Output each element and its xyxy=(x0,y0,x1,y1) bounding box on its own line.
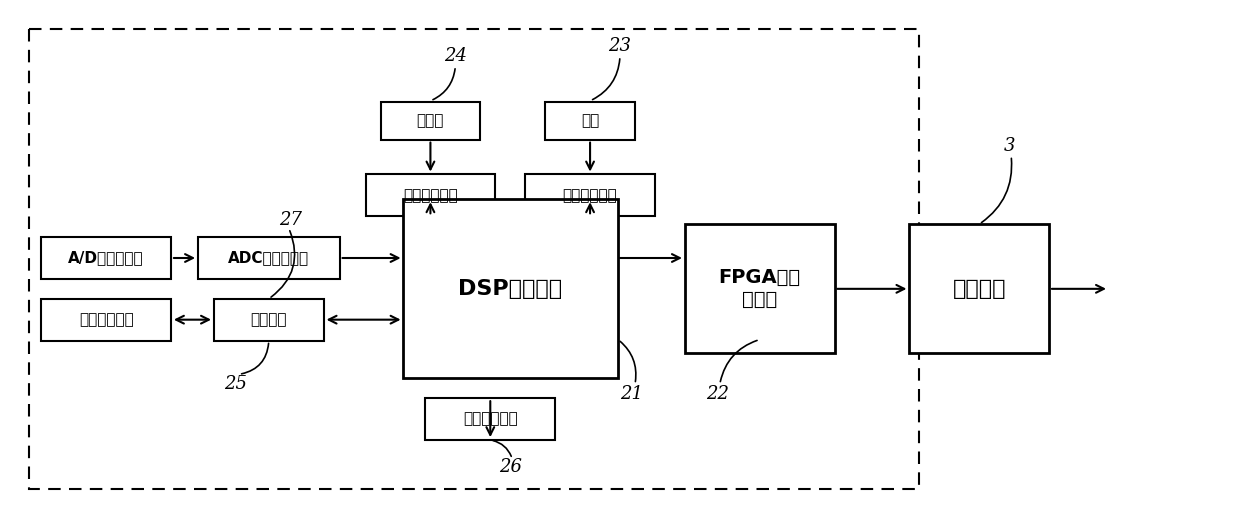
Text: 23: 23 xyxy=(609,37,631,55)
Text: 液晶显示电路: 液晶显示电路 xyxy=(403,188,458,203)
Text: 功率单元: 功率单元 xyxy=(952,279,1006,299)
Text: ADC数模转换器: ADC数模转换器 xyxy=(228,251,309,266)
Text: 直流电源模块: 直流电源模块 xyxy=(463,412,517,427)
Text: 3: 3 xyxy=(1003,136,1014,155)
Bar xyxy=(41,299,171,341)
Text: 按键输入电路: 按键输入电路 xyxy=(563,188,618,203)
Text: 22: 22 xyxy=(707,385,729,403)
Bar xyxy=(381,102,480,140)
Bar xyxy=(526,174,655,216)
Text: 26: 26 xyxy=(498,458,522,476)
Text: 24: 24 xyxy=(444,47,467,65)
Bar xyxy=(198,237,340,279)
Text: FPGA信号
发生器: FPGA信号 发生器 xyxy=(719,268,801,309)
Text: A/D采样输入端: A/D采样输入端 xyxy=(68,251,144,266)
Bar xyxy=(546,102,635,140)
Text: 21: 21 xyxy=(620,385,644,403)
Bar xyxy=(684,224,835,354)
Bar xyxy=(41,237,171,279)
Text: 通讯模块: 通讯模块 xyxy=(250,312,286,327)
Bar xyxy=(30,29,919,489)
Bar xyxy=(909,224,1049,354)
Bar xyxy=(215,299,324,341)
Bar xyxy=(425,398,556,440)
Bar xyxy=(366,174,495,216)
Text: 远程监控主机: 远程监控主机 xyxy=(79,312,134,327)
Text: 按键: 按键 xyxy=(582,113,599,128)
Text: 25: 25 xyxy=(224,375,247,393)
Text: 显示屏: 显示屏 xyxy=(417,113,444,128)
Text: 27: 27 xyxy=(279,211,303,229)
Text: DSP主控芯片: DSP主控芯片 xyxy=(459,279,562,299)
Bar xyxy=(403,200,618,378)
